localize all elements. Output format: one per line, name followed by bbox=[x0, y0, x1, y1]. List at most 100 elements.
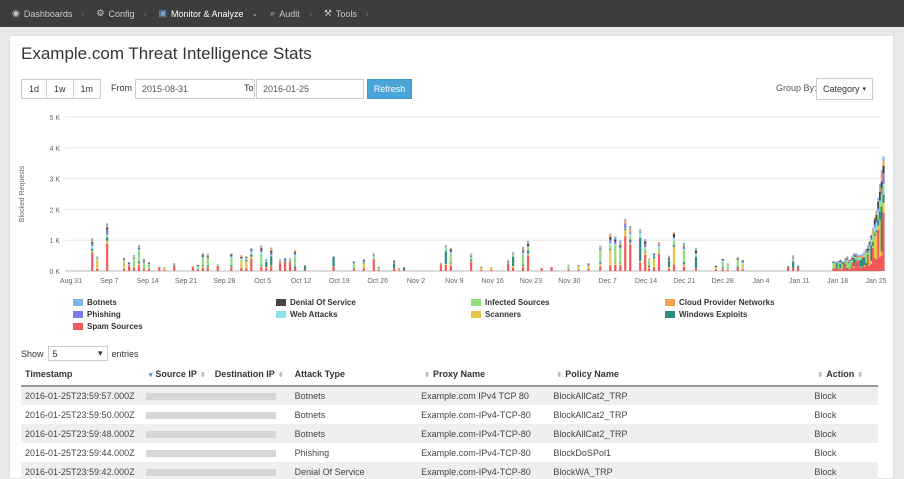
bar-segment bbox=[875, 259, 878, 271]
bar-segment bbox=[647, 265, 651, 268]
col-attack-type[interactable]: Attack Type bbox=[290, 363, 418, 387]
bar-segment bbox=[230, 256, 233, 258]
bar-segment bbox=[682, 262, 685, 265]
legend-item[interactable]: Infected Sources bbox=[471, 298, 549, 307]
bar-segment bbox=[624, 228, 627, 230]
bar-segment bbox=[694, 257, 698, 268]
bar-segment bbox=[614, 236, 617, 240]
bar-segment bbox=[873, 227, 876, 232]
bar-segment bbox=[880, 181, 883, 189]
bar-segment bbox=[512, 256, 515, 257]
page-length-select[interactable]: 5 ▾ bbox=[47, 346, 108, 361]
bar-segment bbox=[853, 256, 856, 259]
bar-segment bbox=[122, 262, 126, 270]
legend-item[interactable]: Botnets bbox=[73, 298, 117, 307]
bar-segment bbox=[137, 261, 141, 264]
bar-segment bbox=[480, 266, 483, 268]
group-by-select[interactable]: Category ▾ bbox=[816, 78, 873, 100]
nav-audit[interactable]: ⌕ Audit › bbox=[264, 0, 318, 27]
bar-segment bbox=[644, 254, 647, 271]
range-1d-button[interactable]: 1d bbox=[21, 79, 48, 99]
bar-segment bbox=[875, 211, 878, 215]
bar-segment bbox=[858, 258, 861, 261]
bar-segment bbox=[142, 268, 146, 270]
bar-segment bbox=[797, 265, 800, 267]
nav-monitor-analyze[interactable]: ▣ Monitor & Analyze ⌄ bbox=[152, 0, 264, 27]
legend-item[interactable]: Scanners bbox=[471, 310, 521, 319]
bar-segment bbox=[865, 249, 868, 250]
col-action[interactable]: ⬍ Action ⬍ bbox=[810, 363, 878, 387]
bar-segment bbox=[106, 226, 109, 228]
col-proxy-name[interactable]: ⬍ Proxy Name bbox=[417, 363, 550, 387]
col-source-ip[interactable]: ▾ Source IP ⬍ Destination IP ⬍ bbox=[141, 363, 291, 387]
bar-segment bbox=[882, 165, 885, 173]
nav-tools-label: Tools bbox=[335, 8, 357, 19]
bar-segment bbox=[652, 252, 656, 254]
x-tick-label: Nov 9 bbox=[445, 278, 463, 285]
nav-dashboards[interactable]: ◉ Dashboards › bbox=[6, 0, 90, 27]
bar-segment bbox=[629, 244, 632, 271]
to-date-input[interactable] bbox=[256, 79, 364, 99]
legend-item[interactable]: Spam Sources bbox=[73, 322, 143, 331]
table-row[interactable]: 2016-01-25T23:59:50.000Z Botnets Example.c… bbox=[21, 405, 878, 424]
source-destination-cell bbox=[141, 386, 291, 405]
bar-segment bbox=[866, 255, 870, 271]
range-1w-button[interactable]: 1w bbox=[46, 79, 74, 99]
bar-segment bbox=[250, 251, 253, 254]
bar-segment bbox=[521, 248, 525, 251]
bar-segment bbox=[792, 256, 795, 259]
bar-segment bbox=[587, 265, 590, 270]
bar-segment bbox=[599, 263, 602, 267]
bar-segment bbox=[270, 247, 273, 249]
bar-segment bbox=[858, 255, 861, 257]
x-tick-label: Jan 18 bbox=[827, 278, 848, 285]
bar-segment bbox=[880, 194, 883, 199]
table-row[interactable]: 2016-01-25T23:59:42.000Z Denial Of Servic… bbox=[21, 462, 878, 479]
bar-segment bbox=[550, 267, 553, 271]
bar-segment bbox=[657, 244, 661, 247]
bar-segment bbox=[265, 261, 268, 268]
bar-segment bbox=[667, 260, 671, 268]
bar-segment bbox=[853, 267, 856, 271]
table-row[interactable]: 2016-01-25T23:59:44.000Z Phishing Example.… bbox=[21, 443, 878, 462]
bar-segment bbox=[127, 265, 131, 271]
bar-segment bbox=[507, 264, 510, 271]
legend-item[interactable]: Phishing bbox=[73, 310, 121, 319]
search-icon: ⌕ bbox=[270, 8, 276, 18]
bar-segment bbox=[847, 262, 851, 263]
bar-segment bbox=[878, 201, 882, 205]
bar-segment bbox=[173, 264, 176, 266]
bar-segment bbox=[877, 200, 880, 202]
bar-segment bbox=[206, 254, 209, 257]
source-destination-cell bbox=[141, 462, 291, 479]
bar-segment bbox=[393, 262, 396, 264]
legend-item[interactable]: Cloud Provider Networks bbox=[665, 298, 775, 307]
range-1m-button[interactable]: 1m bbox=[72, 79, 102, 99]
bar-segment bbox=[868, 248, 871, 250]
bar-segment bbox=[402, 266, 406, 268]
legend-item[interactable]: Denial Of Service bbox=[276, 298, 356, 307]
nav-config[interactable]: ⚙ Config › bbox=[90, 0, 152, 27]
bar-segment bbox=[512, 256, 515, 266]
table-row[interactable]: 2016-01-25T23:59:57.000Z Botnets Example.c… bbox=[21, 386, 878, 405]
col-timestamp[interactable]: Timestamp bbox=[21, 363, 142, 387]
legend-item[interactable]: Web Attacks bbox=[276, 310, 338, 319]
bar-segment bbox=[882, 183, 885, 187]
from-date-input[interactable] bbox=[135, 79, 255, 99]
bar-segment bbox=[856, 259, 859, 262]
chart-icon: ▣ bbox=[158, 8, 167, 18]
table-row[interactable]: 2016-01-25T23:59:48.000Z Botnets Example.c… bbox=[21, 424, 878, 443]
legend-label: Windows Exploits bbox=[679, 310, 748, 319]
col-policy-name[interactable]: ⬍ Policy Name bbox=[549, 363, 811, 387]
bar-segment bbox=[682, 245, 685, 247]
legend-item[interactable]: Windows Exploits bbox=[665, 310, 747, 319]
nav-tools[interactable]: ⚒ Tools › bbox=[318, 0, 375, 27]
attack-type-cell: Denial Of Service bbox=[290, 462, 418, 479]
bar-segment bbox=[137, 248, 141, 249]
bar-segment bbox=[672, 233, 676, 238]
bar-segment bbox=[644, 244, 647, 248]
y-tick-label: 1 K bbox=[49, 238, 60, 245]
bar-segment bbox=[577, 265, 580, 266]
bar-segment bbox=[837, 268, 840, 271]
refresh-button[interactable]: Refresh bbox=[367, 79, 412, 99]
